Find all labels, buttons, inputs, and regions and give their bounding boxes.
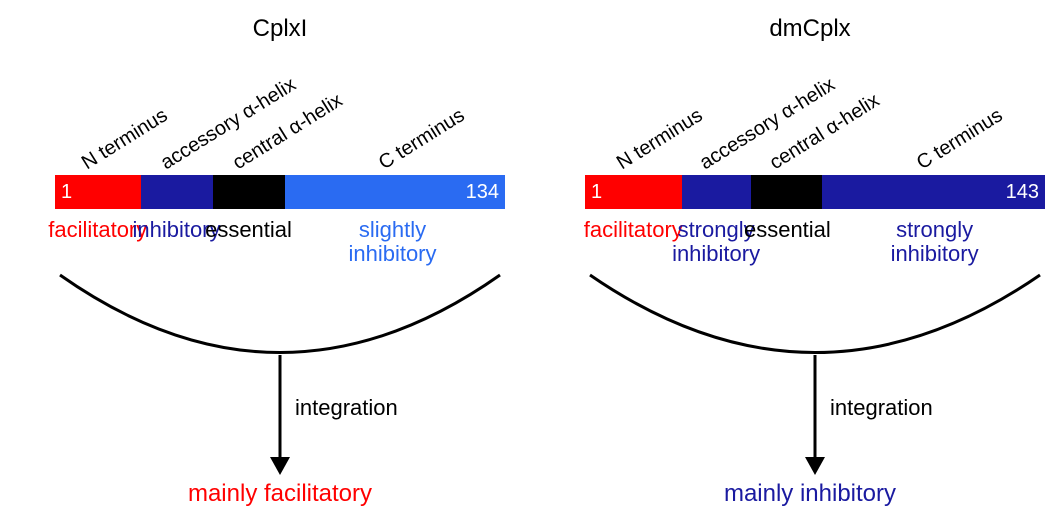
function-label-2: essential [732,218,842,242]
domain-bar: 1 143 [585,175,1045,209]
function-label-2: essential [194,218,304,242]
integration-label: integration [830,395,933,421]
domain-label-c-terminus: C terminus [913,104,1007,175]
start-number: 1 [591,181,602,204]
integration-arrow [803,355,827,475]
integration-arrow [268,355,292,475]
domain-label-n-terminus: N terminus [78,104,172,175]
segment-accessory-helix [141,175,213,209]
domain-label-n-terminus: N terminus [613,104,707,175]
end-number: 134 [466,181,499,204]
panel-title: dmCplx [560,15,1050,43]
function-label-3: strongly inhibitory [880,218,990,266]
segment-central-helix [751,175,822,209]
outcome-text: mainly inhibitory [724,480,896,507]
end-number: 143 [1006,181,1039,204]
integration-label: integration [295,395,398,421]
segment-accessory-helix [682,175,751,209]
panel-title: CplxI [30,15,530,43]
domain-label-c-terminus: C terminus [375,104,469,175]
start-number: 1 [61,181,72,204]
segment-central-helix [213,175,285,209]
function-label-3: slightly inhibitory [338,218,448,266]
outcome-label: mainly facilitatory [30,480,530,508]
outcome-text: mainly facilitatory [188,480,372,507]
outcome-label: mainly inhibitory [560,480,1050,508]
domain-bar: 1 134 [55,175,505,209]
